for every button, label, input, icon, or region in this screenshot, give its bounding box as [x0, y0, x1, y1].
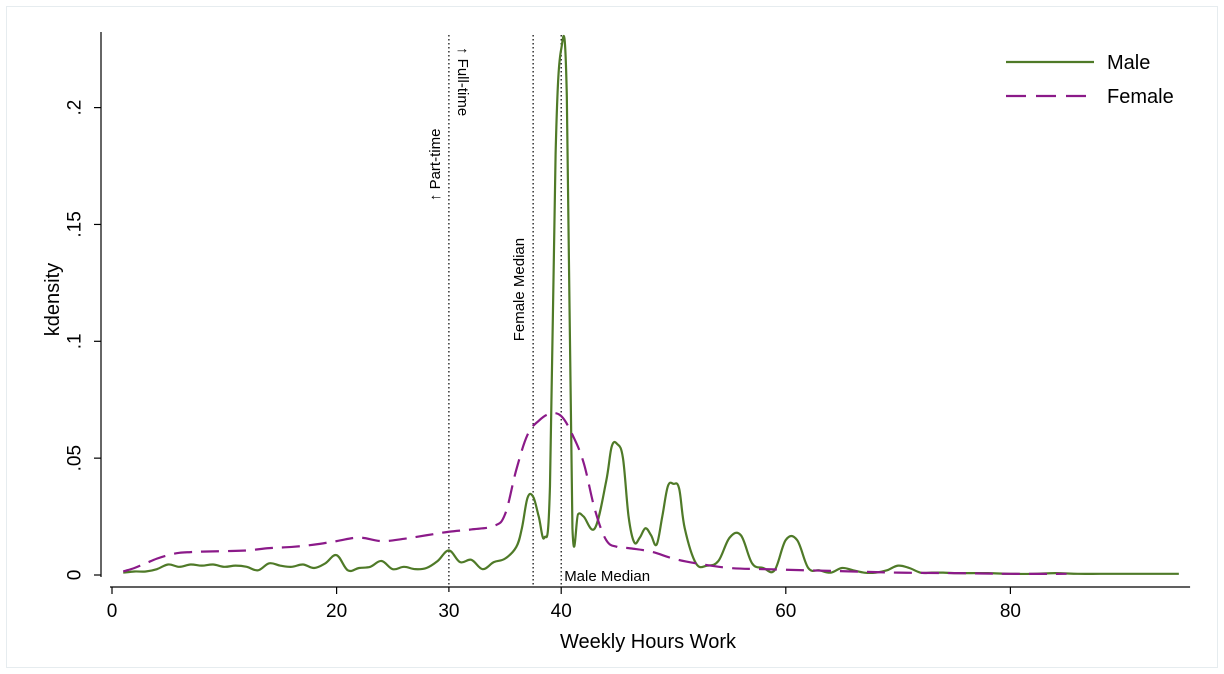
reference-line-label: Male Median — [564, 568, 650, 585]
x-tick-label: 20 — [326, 601, 347, 622]
series-line-female — [122, 412, 1067, 575]
reference-lines: ↑ Part-time ↑ Full-time Female Median Male … — [427, 35, 650, 587]
axes: 0 .05 .1 .15 .2 0 20 40 60 80 30 — [65, 32, 1191, 622]
legend-label-female: Female — [1107, 86, 1174, 108]
y-tick-label: .2 — [65, 100, 86, 116]
x-axis-title: Weekly Hours Work — [560, 631, 737, 653]
series-line-male — [123, 34, 1179, 576]
x-tick-label: 80 — [1000, 601, 1021, 622]
legend-label-male: Male — [1107, 52, 1150, 74]
y-tick-label: 0 — [65, 570, 86, 581]
series-group — [122, 34, 1179, 576]
x-tick-label: 60 — [775, 601, 796, 622]
x-minor-tick-label: 30 — [438, 601, 459, 622]
legend: Male Female — [1006, 52, 1174, 108]
reference-line-label: Female Median — [511, 238, 528, 341]
y-tick-label: .1 — [65, 333, 86, 349]
y-axis-title: kdensity — [42, 263, 64, 336]
chart-frame — [6, 6, 1218, 668]
y-tick-label: .05 — [65, 445, 86, 471]
x-tick-label: 0 — [107, 601, 118, 622]
reference-line-label: ↑ Full-time — [454, 47, 471, 116]
reference-line-label: ↑ Part-time — [427, 129, 444, 202]
y-tick-label: .15 — [65, 211, 86, 237]
x-tick-label: 40 — [551, 601, 572, 622]
